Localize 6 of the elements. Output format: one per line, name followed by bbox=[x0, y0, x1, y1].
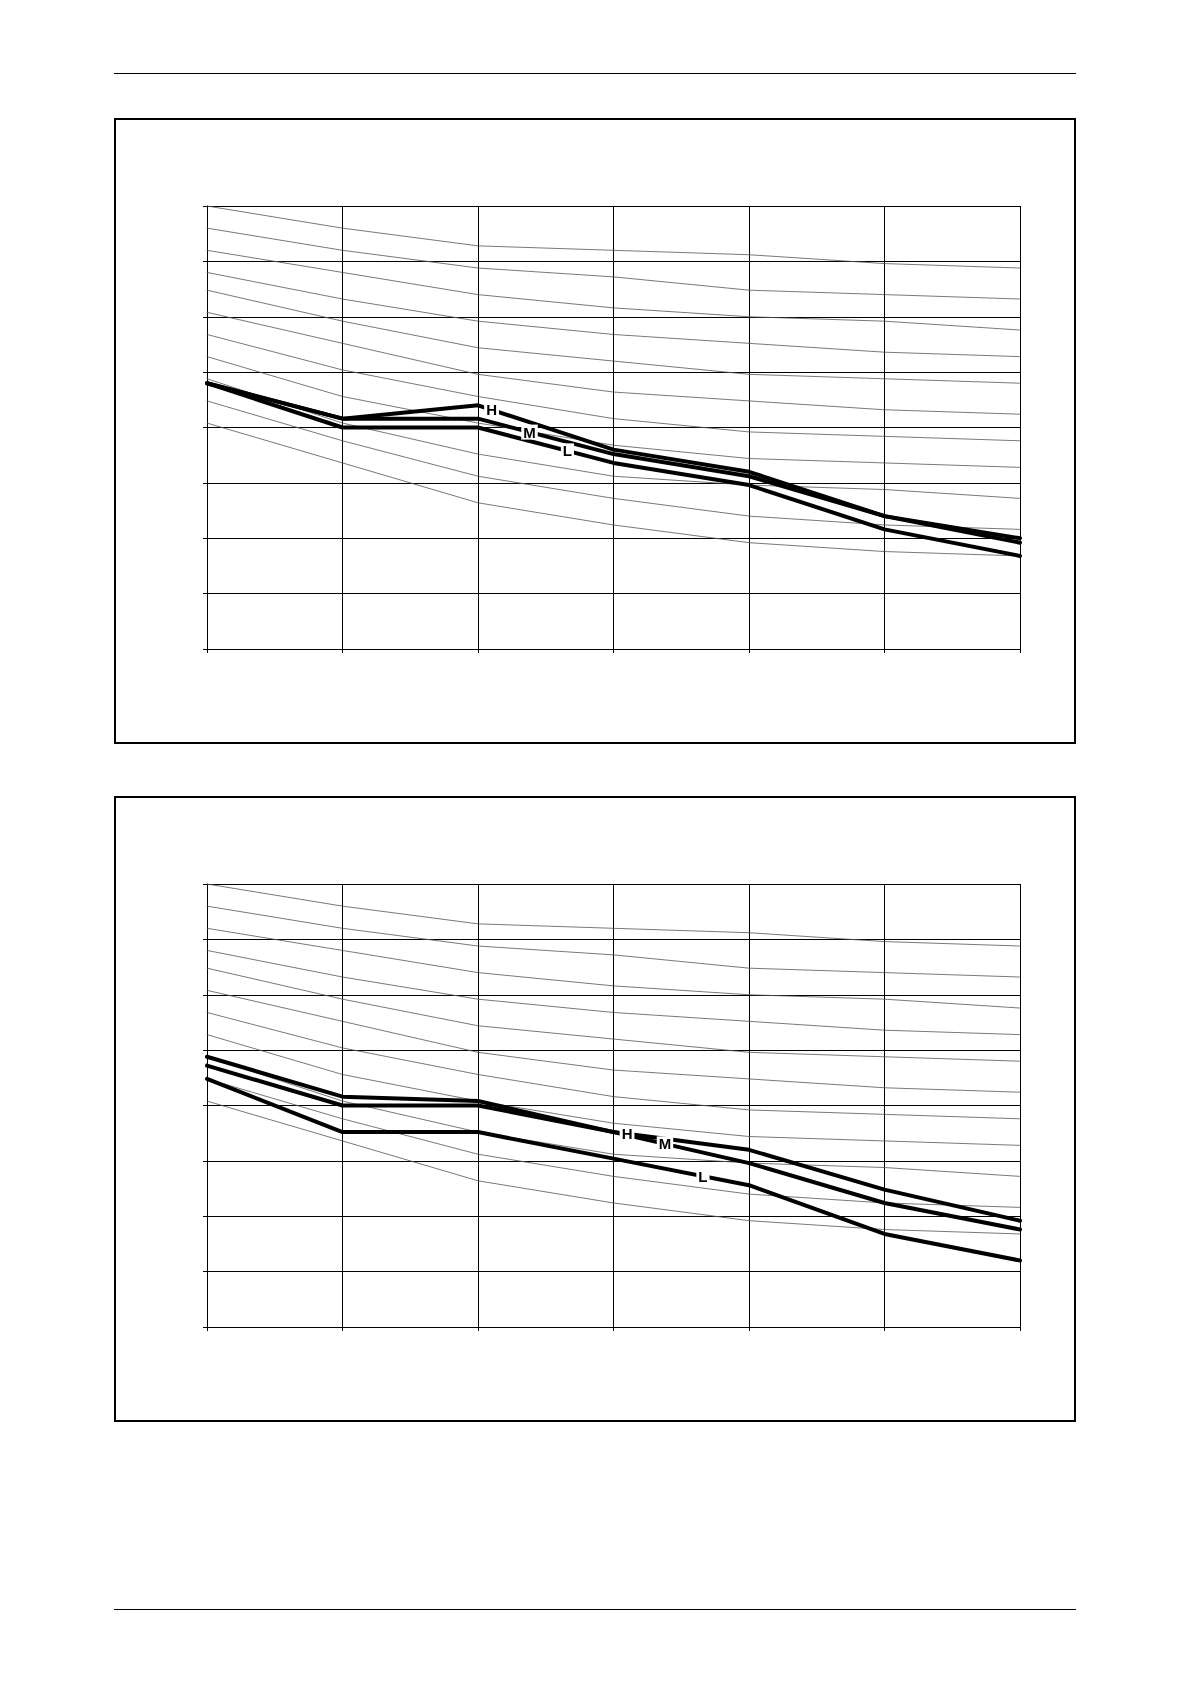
series-label: H bbox=[486, 401, 497, 419]
series-label: M bbox=[523, 423, 536, 441]
series-label: L bbox=[562, 442, 573, 460]
series-label: L bbox=[698, 1167, 708, 1185]
series-label: H bbox=[621, 1125, 633, 1143]
series-label: M bbox=[658, 1135, 672, 1153]
